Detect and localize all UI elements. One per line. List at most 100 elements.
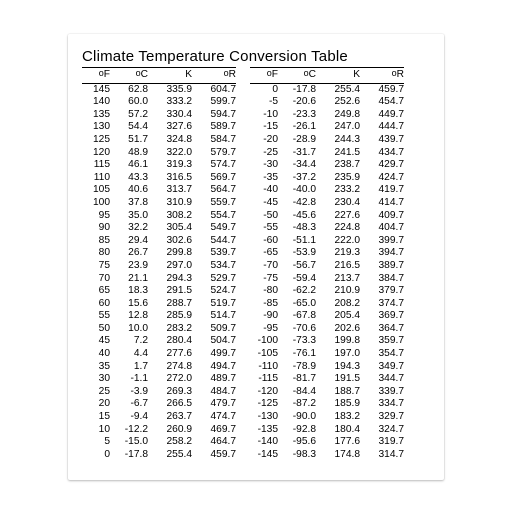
table-cell: 305.4 (148, 222, 192, 235)
table-cell: 316.5 (148, 172, 192, 185)
table-cell: 238.7 (316, 159, 360, 172)
table-cell: 260.9 (148, 424, 192, 437)
table-cell: 319.3 (148, 159, 192, 172)
table-cell: -84.4 (278, 386, 316, 399)
table-cell: -87.2 (278, 398, 316, 411)
table-cell: 51.7 (110, 134, 148, 147)
table-cell: 197.0 (316, 348, 360, 361)
table-row: 20-6.7266.5479.7 (82, 398, 236, 411)
table-cell: 10.0 (110, 323, 148, 336)
table-cell: 0 (82, 449, 110, 462)
table-cell: 120 (82, 147, 110, 160)
table-cell: 549.7 (192, 222, 236, 235)
table-cell: 12.8 (110, 310, 148, 323)
table-row: -70-56.7216.5389.7 (250, 260, 404, 273)
table-cell: -76.1 (278, 348, 316, 361)
table-row: -50-45.6227.6409.7 (250, 210, 404, 223)
table-cell: 5 (82, 436, 110, 449)
table-row: -135-92.8180.4324.7 (250, 424, 404, 437)
table-cell: 219.3 (316, 247, 360, 260)
table-cell: 504.7 (192, 335, 236, 348)
table-cell: 399.7 (360, 235, 404, 248)
table-cell: -65 (250, 247, 278, 260)
table-cell: -3.9 (110, 386, 148, 399)
table-cell: -25 (250, 147, 278, 160)
table-cell: 32.2 (110, 222, 148, 235)
table-cell: 449.7 (360, 109, 404, 122)
table-row: -80-62.2210.9379.7 (250, 285, 404, 298)
table-cell: -59.4 (278, 273, 316, 286)
table-cell: 60 (82, 298, 110, 311)
table-cell: 23.9 (110, 260, 148, 273)
table-cell: 57.2 (110, 109, 148, 122)
table-row: 25-3.9269.3484.7 (82, 386, 236, 399)
table-cell: 529.7 (192, 273, 236, 286)
table-cell: -80 (250, 285, 278, 298)
table-cell: 199.8 (316, 335, 360, 348)
table-row: -115-81.7191.5344.7 (250, 373, 404, 386)
table-cell: 54.4 (110, 121, 148, 134)
table-cell: -45.6 (278, 210, 316, 223)
table-cell: -105 (250, 348, 278, 361)
table-cell: 208.2 (316, 298, 360, 311)
table-cell: -15.0 (110, 436, 148, 449)
table-cell: 210.9 (316, 285, 360, 298)
col-header-r: oR (192, 68, 236, 84)
table-cell: 21.1 (110, 273, 148, 286)
table-row: 5512.8285.9514.7 (82, 310, 236, 323)
table-cell: 60.0 (110, 96, 148, 109)
table-cell: 230.4 (316, 197, 360, 210)
table-cell: 324.8 (148, 134, 192, 147)
table-row: 7021.1294.3529.7 (82, 273, 236, 286)
table-cell: 194.3 (316, 361, 360, 374)
table-cell: 333.2 (148, 96, 192, 109)
table-cell: 454.7 (360, 96, 404, 109)
table-cell: 514.7 (192, 310, 236, 323)
table-cell: 389.7 (360, 260, 404, 273)
table-cell: 185.9 (316, 398, 360, 411)
table-header-row: oF oC K oR (82, 68, 236, 84)
table-row: -130-90.0183.2329.7 (250, 411, 404, 424)
table-cell: 272.0 (148, 373, 192, 386)
table-cell: -10 (250, 109, 278, 122)
table-cell: 85 (82, 235, 110, 248)
table-cell: 330.4 (148, 109, 192, 122)
table-cell: -78.9 (278, 361, 316, 374)
table-cell: 174.8 (316, 449, 360, 462)
table-cell: 100 (82, 197, 110, 210)
table-cell: 80 (82, 247, 110, 260)
table-header-row: oF oC K oR (250, 68, 404, 84)
table-cell: 25 (82, 386, 110, 399)
table-cell: 7.2 (110, 335, 148, 348)
table-cell: 335.9 (148, 83, 192, 96)
table-cell: -17.8 (110, 449, 148, 462)
table-cell: -5 (250, 96, 278, 109)
table-row: 10540.6313.7564.7 (82, 184, 236, 197)
table-cell: 29.4 (110, 235, 148, 248)
table-cell: 233.2 (316, 184, 360, 197)
table-cell: 299.8 (148, 247, 192, 260)
table-cell: -35 (250, 172, 278, 185)
table-cell: 384.7 (360, 273, 404, 286)
table-row: -145-98.3174.8314.7 (250, 449, 404, 462)
table-cell: 354.7 (360, 348, 404, 361)
table-cell: 10 (82, 424, 110, 437)
table-row: -35-37.2235.9424.7 (250, 172, 404, 185)
table-row: 13054.4327.6589.7 (82, 121, 236, 134)
table-row: -105-76.1197.0354.7 (250, 348, 404, 361)
table-cell: 90 (82, 222, 110, 235)
table-cell: 130 (82, 121, 110, 134)
table-cell: 499.7 (192, 348, 236, 361)
table-cell: 227.6 (316, 210, 360, 223)
table-cell: 534.7 (192, 260, 236, 273)
table-cell: -110 (250, 361, 278, 374)
table-cell: 20 (82, 398, 110, 411)
table-row: -10-23.3249.8449.7 (250, 109, 404, 122)
table-cell: 75 (82, 260, 110, 273)
table-cell: -28.9 (278, 134, 316, 147)
table-cell: 539.7 (192, 247, 236, 260)
table-cell: -95 (250, 323, 278, 336)
table-cell: -85 (250, 298, 278, 311)
table-row: 8026.7299.8539.7 (82, 247, 236, 260)
table-cell: 50 (82, 323, 110, 336)
